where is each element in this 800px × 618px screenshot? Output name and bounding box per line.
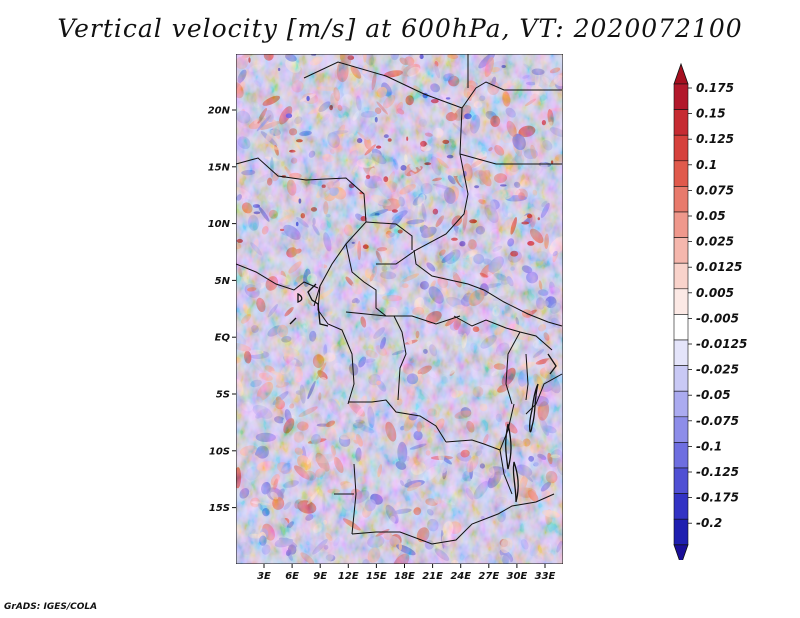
lat-tick-label: EQ [215,333,231,344]
lat-tick-label: 10S [209,446,230,457]
lon-tick-label: 24E [450,571,471,582]
lon-tick-label: 27E [478,571,499,582]
colorbar-swatch [673,493,689,520]
lon-tick-label: 3E [257,571,271,582]
colorbar-swatch [673,339,689,366]
colorbar-swatch [673,314,689,341]
map-title: Vertical velocity [m/s] at 600hPa, VT: 2… [57,14,743,43]
colorbar-swatch [673,288,689,315]
colorbar-label: -0.125 [696,465,739,479]
colorbar-swatch [673,416,689,443]
lat-tick-label: 20N [208,106,231,117]
colorbar-label: -0.1 [696,439,722,453]
lat-tick-label: 15S [209,503,230,514]
colorbar-bottom-cap [673,544,689,560]
colorbar-label: 0.075 [696,183,734,197]
colorbar-label: -0.2 [696,516,722,530]
colorbar-label: 0.0125 [696,260,742,274]
colorbar-swatch [673,467,689,494]
colorbar-label: -0.075 [696,414,739,428]
colorbar-swatch [673,211,689,238]
colorbar-label: -0.175 [696,491,739,505]
lon-tick-label: 33E [535,571,556,582]
colorbar-swatch [673,237,689,264]
lon-tick-label: 12E [338,571,359,582]
colorbar-label: -0.05 [696,388,731,402]
lon-tick-label: 15E [366,571,387,582]
colorbar-top-cap [673,62,689,85]
longitude-axis: 3E 6E 9E 12E 15E 18E 21E 24E 27E 30E 33E [257,564,556,582]
lon-tick-label: 6E [285,571,299,582]
lakes-and-coastline [289,283,557,503]
lat-tick-label: 5S [216,390,230,401]
lon-tick-label: 9E [313,571,327,582]
colorbar-label: 0.15 [696,107,726,121]
lon-tick-label: 18E [394,571,415,582]
vertical-velocity-field-map [230,45,569,572]
colorbar-swatch [673,390,689,418]
colorbar-swatch [673,365,689,392]
footer-credit: GrADS: IGES/COLA [4,602,98,612]
lat-tick-label: 15N [208,162,231,173]
colorbar-swatch [673,262,689,290]
colorbar-label: 0.1 [696,158,717,172]
colorbar-swatch [673,186,689,213]
colorbar-swatch [673,518,689,546]
colorbar-label: 0.05 [696,209,726,223]
colorbar-swatch [673,109,689,136]
colorbar-label: -0.005 [696,311,739,325]
field-noise-texture [236,54,563,564]
lat-tick-label: 5N [215,276,231,287]
colorbar-label: 0.175 [696,81,734,95]
colorbar: 0.175 0.15 0.125 0.1 0.075 0.05 0.025 0.0125 0.0… [673,62,747,560]
lon-tick-label: 30E [507,571,528,582]
map-panel [230,45,569,572]
lon-tick-label: 21E [422,571,443,582]
latitude-axis: 20N 15N 10N 5N EQ 5S 10S 15S [208,106,236,514]
colorbar-label: -0.025 [696,363,739,377]
colorbar-swatch [673,134,689,162]
colorbar-swatch [673,83,689,110]
colorbar-label: -0.0125 [696,337,747,351]
colorbar-swatch [673,442,689,469]
colorbar-swatch [673,160,689,187]
colorbar-label: 0.005 [696,286,734,300]
lat-tick-label: 10N [208,219,231,230]
colorbar-label: 0.125 [696,132,734,146]
country-borders [235,54,563,545]
colorbar-label: 0.025 [696,235,734,249]
